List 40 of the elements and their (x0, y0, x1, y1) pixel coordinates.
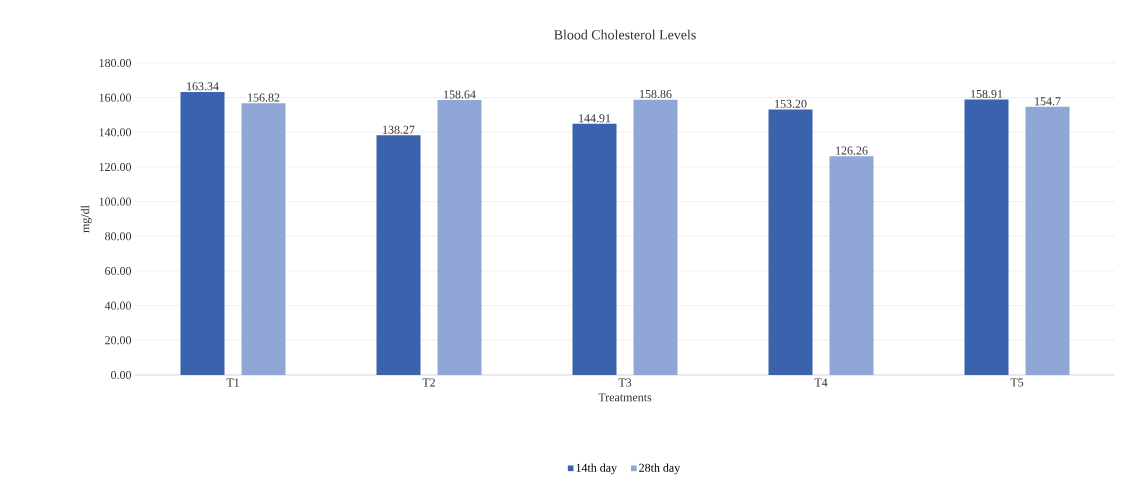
bar (572, 123, 617, 375)
data-label: 158.91 (971, 89, 1003, 99)
bar (633, 99, 678, 375)
x-tick-label: T3 (618, 378, 632, 387)
bar (376, 135, 421, 375)
y-tick-label: 60.00 (105, 266, 132, 276)
bar (768, 109, 813, 375)
bar (180, 91, 225, 375)
bar (437, 100, 482, 375)
data-label: 126.26 (836, 146, 868, 155)
data-label: 154.7 (1035, 97, 1061, 106)
y-tick-label: 100.00 (99, 197, 132, 206)
chart-title: Blood Cholesterol Levels (554, 29, 696, 40)
y-tick-label: 80.00 (105, 232, 132, 241)
x-tick-label: T4 (814, 378, 828, 387)
y-axis-title: mg/dl (80, 205, 92, 233)
data-label: 158.64 (444, 90, 476, 99)
bar (829, 156, 874, 375)
bar (241, 103, 286, 375)
y-tick-label: 120.00 (99, 162, 132, 172)
bar (1025, 106, 1070, 375)
y-tick-label: 0.00 (111, 370, 132, 380)
data-label: 153.20 (775, 99, 807, 108)
x-axis-title: Treatments (598, 393, 652, 402)
y-tick-label: 40.00 (104, 301, 132, 310)
data-label: 138.27 (383, 125, 415, 134)
x-tick-label: T2 (422, 378, 435, 387)
y-tick-label: 20.00 (105, 336, 132, 345)
x-tick-label: T1 (226, 378, 239, 387)
data-label: 156.82 (248, 93, 280, 102)
data-label: 163.34 (187, 82, 219, 91)
data-label: 144.91 (579, 114, 611, 123)
x-tick-label: T5 (1010, 378, 1024, 387)
legend-label: 14th day (576, 463, 617, 475)
y-tick-label: 140.00 (99, 128, 132, 137)
legend-label: 28th day (639, 463, 681, 475)
data-label: 158.86 (640, 90, 672, 99)
y-tick-label: 180.00 (99, 58, 132, 68)
bar (964, 99, 1009, 375)
y-tick-label: 160.00 (99, 93, 132, 102)
